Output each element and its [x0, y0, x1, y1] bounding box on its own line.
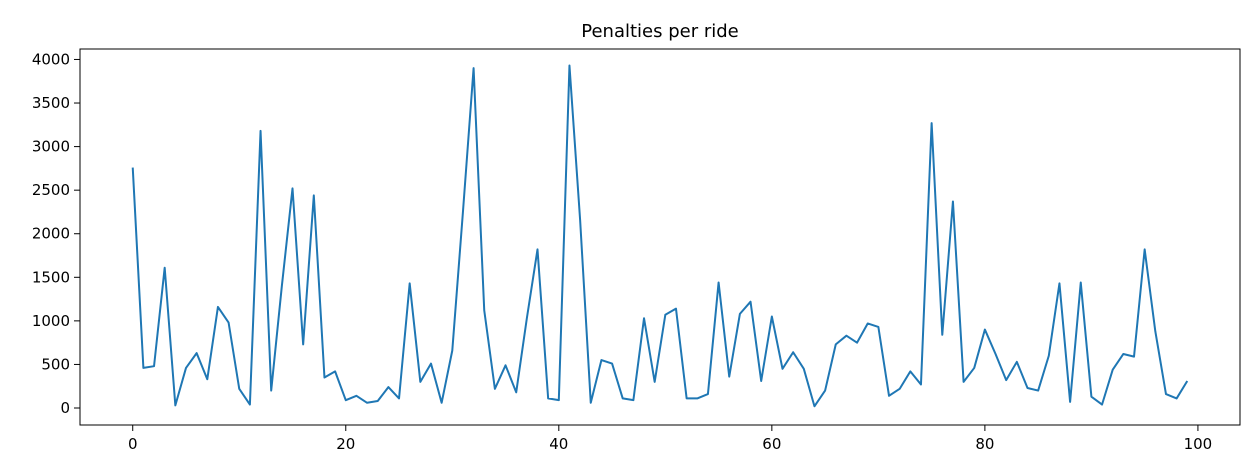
y-tick-label: 4000 [32, 50, 70, 68]
x-tick-label: 40 [549, 435, 568, 453]
y-tick-label: 0 [60, 399, 70, 417]
y-tick-label: 3500 [32, 94, 70, 112]
y-tick-label: 3000 [32, 138, 70, 156]
x-tick-label: 60 [762, 435, 781, 453]
x-tick-label: 0 [128, 435, 138, 453]
x-tick-label: 20 [336, 435, 355, 453]
x-tick-label: 100 [1184, 435, 1213, 453]
y-axis: 0 500 1000 1500 2000 2500 3000 3500 4000 [32, 50, 80, 417]
y-tick-label: 2000 [32, 225, 70, 243]
series-line [131, 64, 1189, 408]
y-tick-label: 2500 [32, 181, 70, 199]
chart-title: Penalties per ride [581, 21, 738, 42]
x-tick-label: 80 [975, 435, 994, 453]
y-tick-label: 1000 [32, 312, 70, 330]
plot-frame [79, 48, 1241, 426]
y-tick-label: 1500 [32, 268, 70, 286]
x-axis: 0 20 40 60 80 100 [128, 425, 1212, 453]
y-tick-label: 500 [41, 355, 70, 373]
